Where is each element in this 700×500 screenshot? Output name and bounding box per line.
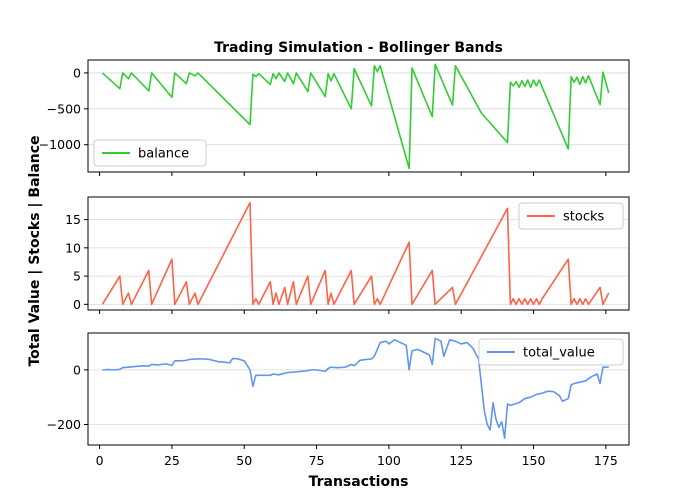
series-line-stocks (101, 201, 610, 306)
x-tick-label: 25 (164, 453, 180, 468)
x-tick-label: 175 (594, 453, 618, 468)
x-tick-label: 125 (449, 453, 473, 468)
legend-label: balance (138, 147, 189, 162)
legend-box (478, 338, 624, 366)
subplot-balance: 0 −500 −1000 balance (39, 59, 630, 176)
series-line-total_value (102, 337, 609, 439)
x-axis: 0 25 50 75 100 125 150 175 (96, 453, 618, 468)
subplot-total_value: 0 −200 total_value (47, 332, 630, 449)
subplot-stocks: 0 5 10 15 stocks (65, 196, 630, 314)
legend-balance: balance (93, 139, 207, 167)
y-tick-label: 5 (73, 269, 81, 284)
x-axis-label: Transactions (309, 474, 409, 490)
legend-box (518, 202, 624, 230)
legend-box (93, 139, 207, 167)
legend-label: total_value (523, 346, 595, 361)
legend-total_value: total_value (478, 338, 624, 366)
x-tick-label: 50 (236, 453, 252, 468)
y-tick-label: 0 (73, 362, 81, 377)
plot-frame (87, 59, 630, 173)
y-tick-label: −200 (47, 417, 81, 432)
chart-title: Trading Simulation - Bollinger Bands (214, 40, 503, 56)
y-axis-label: Total Value | Stocks | Balance (27, 135, 43, 366)
x-tick-label: 0 (96, 453, 104, 468)
series-line-balance (101, 63, 610, 170)
legend-stocks: stocks (518, 202, 624, 230)
x-tick-label: 75 (309, 453, 325, 468)
plot-frame (87, 196, 630, 311)
y-tick-label: 0 (73, 297, 81, 312)
legend-label: stocks (563, 210, 604, 225)
x-tick-label: 100 (377, 453, 401, 468)
y-tick-label: −1000 (39, 137, 81, 152)
y-tick-label: 10 (65, 240, 81, 255)
plot-frame (87, 332, 630, 446)
y-tick-label: 0 (73, 65, 81, 80)
y-tick-label: −500 (47, 101, 81, 116)
y-tick-label: 15 (65, 212, 81, 227)
x-tick-label: 150 (522, 453, 546, 468)
subplots: 0 −500 −1000 balance 0 5 10 15 stocks 0 −200 total_… (39, 59, 630, 449)
